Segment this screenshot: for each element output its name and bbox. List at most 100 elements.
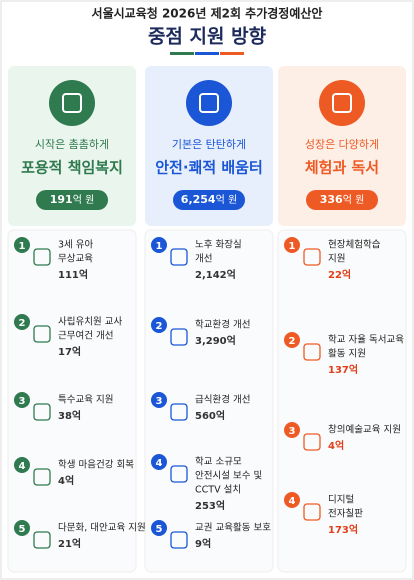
column-header-bg [8,66,136,226]
item-text: 개선 [195,254,212,265]
item-text: 무상교육 [58,254,93,265]
column-icon-glyph [332,93,352,113]
item-number: 5 [19,524,26,535]
column-icon-glyph [199,93,219,113]
item-text: 학교 소규모 [195,457,242,468]
item-number: 3 [19,396,26,407]
item-text: 학생 마음건강 회복 [58,460,134,471]
item-text: 창의예술교육 지원 [328,425,401,436]
item-amount: 4억 [58,475,74,487]
item-text: 전자칠판 [328,509,363,520]
item-text: 활동 지원 [328,348,366,360]
item-number-bg [151,392,167,408]
item-text: 학교환경 개선 [195,319,250,331]
accent [195,52,219,55]
item-number: 4 [19,461,26,472]
item-icon [170,248,188,266]
item-text: 급식환경 개선 [195,394,250,406]
column-header-bg [145,66,273,226]
item-text: 안전시설 보수 및 [195,470,262,482]
item-number: 1 [156,241,163,252]
item-icon [33,531,51,549]
item-icon [170,465,188,483]
column-title: 체험과 독서 [305,159,379,177]
item-number-bg [284,492,300,508]
column-body-bg [7,229,137,573]
item-number: 2 [289,336,296,347]
item-amount: 22억 [328,269,351,281]
item-amount: 2,142억 [195,269,236,281]
item-text: CCTV 설치 [195,484,241,496]
budget-unit: 억 원 [343,194,365,206]
item-amount: 9억 [195,538,211,550]
item-amount: 111억 [58,269,88,281]
item-number: 2 [156,321,163,332]
budget-amount: 336 [320,193,343,206]
item-icon [303,343,321,361]
item-number-bg [14,457,30,473]
item-number-bg [14,392,30,408]
item-number-bg [284,237,300,253]
budget: 191억 원 [50,193,95,206]
item-icon [33,403,51,421]
item-text: 노후 화장실 [195,240,242,251]
item-text: 근무여건 개선 [58,330,113,342]
item-amount: 173억 [328,524,358,536]
item-text: 학교 자율 독서교육 [328,335,404,346]
column-subtitle: 시작은 촘촘하게 [35,137,109,151]
item-text: 3세 유아 [58,240,94,251]
item-icon [33,248,51,266]
item-text: 다문화, 대안교육 지원 [58,523,146,534]
item-number: 4 [289,496,296,507]
item-number-bg [151,520,167,536]
item-icon [170,328,188,346]
item-text: 교권 교육활동 보호 [195,522,271,534]
item-text: 사립유치원 교사 [58,316,122,328]
item-number-bg [284,422,300,438]
item-number-bg [14,314,30,330]
budget-unit: 억 원 [216,194,238,206]
budget-pill [306,190,378,210]
column-icon [186,80,232,126]
column-body-bg [144,229,274,573]
item-number-bg [14,237,30,253]
item-number-bg [14,520,30,536]
item-icon [33,468,51,486]
accent [170,52,194,55]
item-amount: 253억 [195,500,225,512]
item-number: 5 [156,524,163,535]
item-icon [170,403,188,421]
column-subtitle: 성장은 다양하게 [305,137,379,151]
item-number: 3 [289,426,296,437]
item-number-bg [284,332,300,348]
item-number-bg [151,237,167,253]
item-number: 2 [19,318,26,329]
item-number-bg [151,454,167,470]
item-amount: 38억 [58,410,81,422]
item-text: 현장체험학습 [328,240,381,251]
budget-pill [36,190,108,210]
item-amount: 560억 [195,410,225,422]
column-icon [49,80,95,126]
item-amount: 21억 [58,538,81,550]
budget: 336억 원 [320,193,365,206]
budget-unit: 억 원 [73,194,95,206]
column-header-bg [278,66,406,226]
item-icon [303,433,321,451]
header-top: 서울시교육청 2026년 제2회 추가경정예산안 [92,6,323,21]
item-icon [170,531,188,549]
budget-amount: 191 [50,193,73,206]
item-number: 3 [156,396,163,407]
budget-amount: 6,254 [181,193,216,206]
item-text: 지원 [328,254,345,265]
column-title: 포용적 책임복지 [21,159,123,177]
budget-pill [173,190,245,210]
item-number: 1 [19,241,26,252]
accent [220,52,244,55]
item-amount: 3,290억 [195,335,236,347]
budget: 6,254억 원 [181,193,237,206]
column-title: 안전·쾌적 배움터 [155,159,263,177]
column-icon [319,80,365,126]
